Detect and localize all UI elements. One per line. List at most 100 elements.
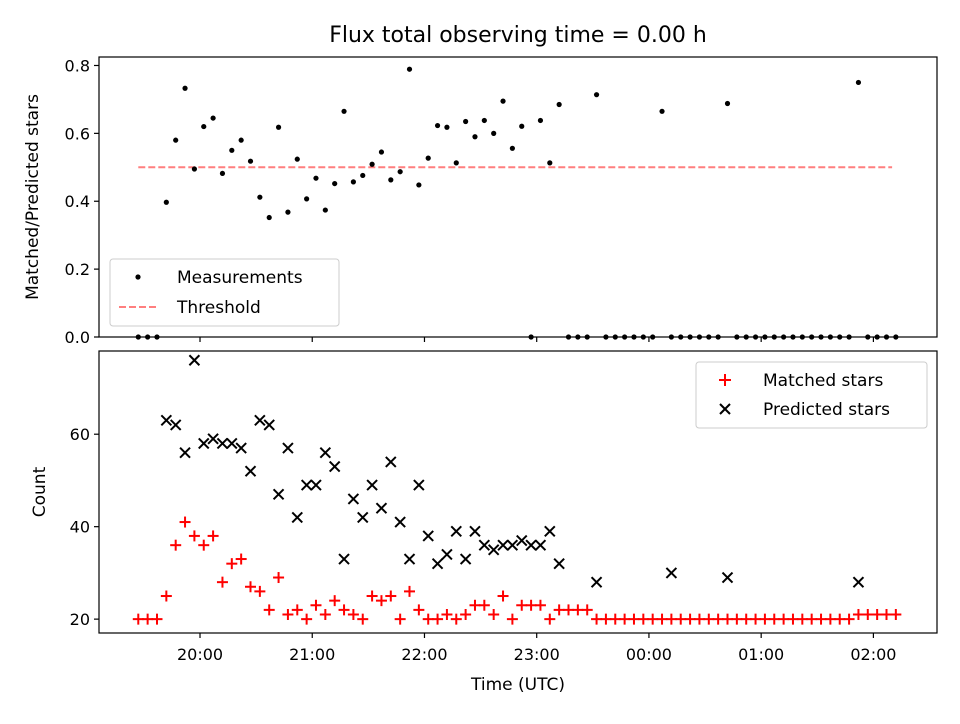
matched-star-point [291, 604, 303, 616]
matched-star-point [142, 613, 154, 625]
matched-star-point [338, 604, 350, 616]
matched-star-point [450, 613, 462, 625]
top-y-tick-label: 0.4 [65, 192, 90, 211]
predicted-star-point [450, 525, 462, 538]
predicted-star-point [272, 488, 285, 501]
matched-star-point [684, 613, 696, 625]
matched-star-point [394, 613, 406, 625]
matched-star-point [413, 604, 425, 616]
matched-star-point [273, 572, 285, 584]
bottom-legend: Matched stars Predicted stars [695, 361, 928, 429]
measurement-point [163, 199, 169, 205]
predicted-star-point [300, 479, 313, 491]
legend-matched-marker [719, 374, 731, 386]
matched-star-point [469, 599, 481, 611]
top-legend-box [109, 258, 340, 327]
bottom-legend-box [695, 361, 928, 429]
ratio-panel: 0.00.20.40.60.8 Matched/Predicted stars … [23, 56, 938, 347]
matched-star-point [871, 609, 883, 621]
top-y-tick-label: 0.2 [65, 260, 90, 279]
matched-star-point [235, 553, 247, 565]
predicted-star-point [216, 437, 229, 450]
predicted-star-point [263, 419, 275, 431]
matched-star-point [478, 599, 490, 611]
matched-star-point [731, 613, 743, 625]
bottom-x-tick-label: 22:00 [401, 645, 447, 664]
measurement-point [472, 134, 478, 140]
matched-star-point [609, 613, 621, 625]
matched-star-point [581, 604, 593, 616]
measurement-point [509, 145, 515, 151]
matched-star-point [422, 613, 434, 625]
matched-star-point [722, 613, 733, 625]
matched-star-point [160, 590, 172, 602]
predicted-star-point [244, 465, 257, 477]
matched-star-point [703, 613, 715, 625]
predicted-star-point [441, 548, 453, 561]
measurement-point [266, 214, 272, 221]
measurement-point [350, 179, 356, 185]
matched-star-point [488, 609, 500, 621]
predicted-star-point [469, 525, 481, 538]
matched-star-point [226, 558, 238, 570]
predicted-star-point [282, 442, 294, 454]
matched-star-point [506, 613, 518, 625]
measurement-point [173, 137, 179, 143]
matched-star-point [198, 539, 210, 551]
matched-star-point [329, 595, 341, 607]
bottom-x-tick-label: 01:00 [738, 645, 784, 664]
predicted-star-point [328, 460, 341, 473]
measurement-point [257, 194, 263, 200]
bottom-x-tick-label: 20:00 [177, 645, 223, 664]
matched-star-point [385, 590, 397, 602]
bottom-y-axis-label: Count [30, 466, 50, 517]
matched-star-point [310, 599, 322, 611]
matched-star-point [404, 585, 416, 597]
matched-star-point [628, 613, 640, 625]
matched-star-point [301, 613, 313, 625]
top-legend: Measurements Threshold [109, 258, 340, 327]
predicted-star-point [310, 479, 322, 491]
matched-star-point [347, 609, 359, 621]
matched-star-point [843, 613, 855, 625]
measurement-point [341, 108, 347, 114]
matched-star-point [834, 613, 846, 625]
matched-star-point [254, 585, 266, 597]
bottom-x-tick-label: 21:00 [289, 645, 335, 664]
matched-star-point [768, 613, 780, 625]
measurement-point [855, 79, 862, 86]
measurement-point [332, 180, 338, 187]
bottom-x-tick-label: 00:00 [626, 645, 672, 664]
matched-star-point [207, 530, 219, 542]
matched-star-point [245, 581, 257, 593]
measurement-point [182, 85, 188, 91]
predicted-star-point [357, 511, 369, 524]
matched-star-point [675, 613, 687, 625]
matched-star-point [880, 609, 892, 621]
count-panel: 20 40 60 20:00 21:00 22:00 23:00 00:00 01:00 02:0… [30, 350, 938, 695]
matched-star-point [516, 599, 528, 611]
predicted-star-point [291, 511, 303, 524]
predicted-star-point [553, 557, 565, 570]
predicted-star-point [544, 525, 556, 538]
matched-star-point [319, 609, 331, 621]
measurement-point [463, 118, 469, 125]
matched-star-point [787, 613, 799, 625]
matched-star-point [600, 613, 612, 625]
measurement-point [238, 137, 244, 143]
predicted-star-point [235, 442, 247, 454]
measurement-point [313, 175, 319, 181]
measurement-point [285, 209, 291, 215]
predicted-star-point [254, 414, 266, 427]
predicted-star-point [366, 479, 378, 491]
predicted-star-point [403, 553, 416, 565]
measurement-point [229, 147, 235, 153]
top-y-tick-label: 0.8 [65, 56, 90, 75]
predicted-star-point [590, 576, 603, 588]
bottom-y-tick-label: 60 [70, 425, 90, 444]
matched-star-point [544, 613, 556, 625]
matched-star-point [151, 613, 163, 625]
matched-star-point [216, 576, 228, 588]
measurement-point [556, 101, 562, 108]
